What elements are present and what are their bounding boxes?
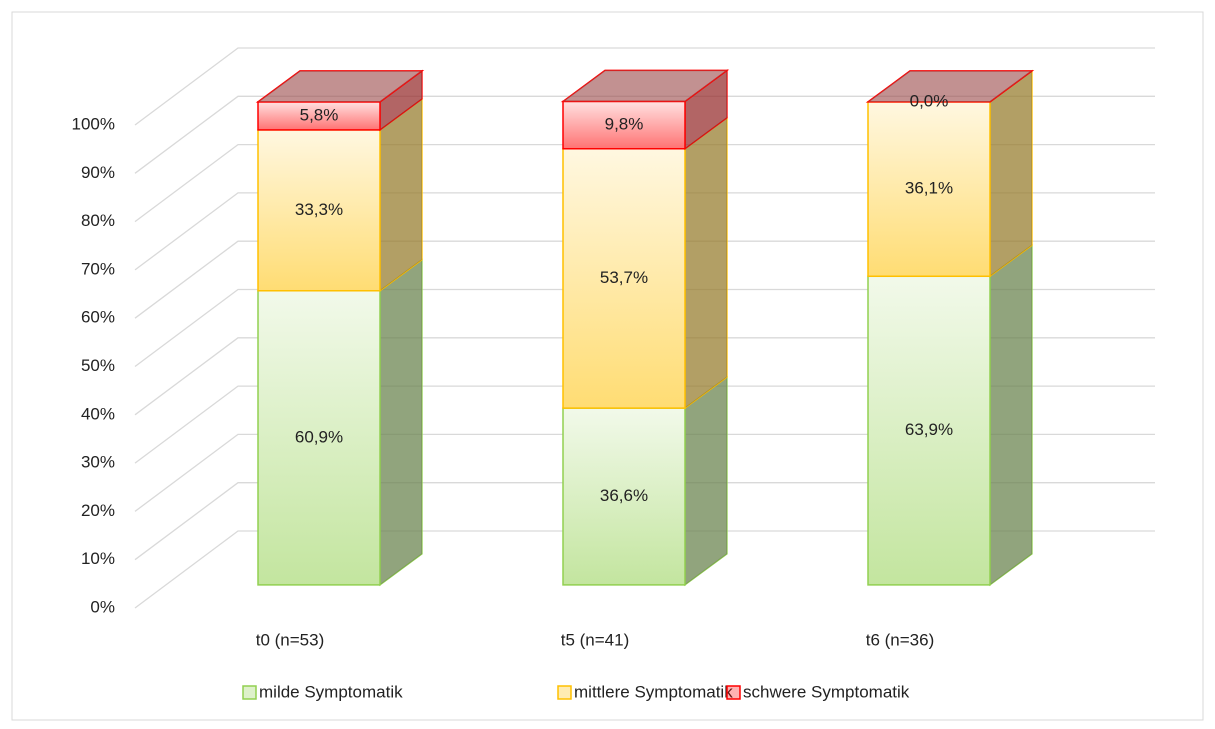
bar-side-shade	[990, 70, 1032, 277]
bar-top-shade	[258, 70, 422, 102]
legend-swatch	[557, 685, 572, 700]
x-tick-label: t0 (n=53)	[256, 630, 325, 649]
bar-top	[560, 69, 730, 103]
legend-swatch	[242, 685, 257, 700]
y-tick-label: 100%	[72, 114, 115, 133]
y-tick-label: 30%	[81, 453, 115, 472]
bar-face	[867, 101, 991, 278]
bar-top-shade	[563, 70, 727, 102]
data-label: 5,8%	[300, 105, 339, 124]
grid-line	[134, 288, 1155, 368]
data-label: 53,7%	[600, 268, 648, 287]
legend-label: schwere Symptomatik	[743, 682, 910, 701]
x-tick-label: t5 (n=41)	[561, 630, 630, 649]
y-tick-label: 0%	[90, 597, 115, 616]
grid-line	[134, 530, 1155, 609]
grid-line	[134, 482, 1155, 561]
bar-side-shade	[380, 259, 422, 585]
y-tick-label: 60%	[81, 308, 115, 327]
bar-top-shade	[868, 70, 1032, 102]
bar-top	[865, 70, 1035, 103]
grid-line	[134, 143, 1155, 223]
data-label: 9,8%	[605, 115, 644, 134]
legend-swatch	[726, 685, 741, 700]
bar-side-shade	[380, 70, 422, 130]
y-tick-label: 40%	[81, 404, 115, 423]
grid-line	[134, 192, 1155, 271]
bar-face	[257, 129, 381, 292]
grid-line	[134, 95, 1155, 174]
bar-face	[562, 407, 686, 586]
bar-face	[562, 100, 686, 150]
grid-line	[134, 47, 1155, 126]
data-label: 0,0%	[910, 91, 949, 110]
bar-face	[257, 290, 381, 586]
y-tick-label: 20%	[81, 501, 115, 520]
bar-side-shade	[685, 377, 727, 585]
data-label: 63,9%	[905, 420, 953, 439]
bar-side-shade	[380, 98, 422, 291]
y-tick-label: 70%	[81, 259, 115, 278]
data-label: 36,6%	[600, 486, 648, 505]
grid-line	[134, 240, 1155, 319]
bar-side-shade	[685, 117, 727, 409]
bar-side-shade	[685, 70, 727, 149]
data-label: 60,9%	[295, 427, 343, 446]
bar-face	[867, 275, 991, 586]
y-tick-label: 80%	[81, 211, 115, 230]
data-label: 33,3%	[295, 200, 343, 219]
bar-side-shade	[990, 245, 1032, 585]
y-tick-label: 90%	[81, 163, 115, 182]
legend-label: mittlere Symptomatik	[574, 682, 733, 701]
data-label: 36,1%	[905, 179, 953, 198]
grid-line	[134, 337, 1155, 416]
legend-label: milde Symptomatik	[259, 682, 403, 701]
bar-face	[562, 148, 686, 409]
y-tick-label: 10%	[81, 549, 115, 568]
bar-top	[255, 70, 425, 103]
grid-line	[134, 385, 1155, 464]
grid-line	[134, 433, 1155, 512]
x-tick-label: t6 (n=36)	[866, 630, 935, 649]
y-tick-label: 50%	[81, 356, 115, 375]
